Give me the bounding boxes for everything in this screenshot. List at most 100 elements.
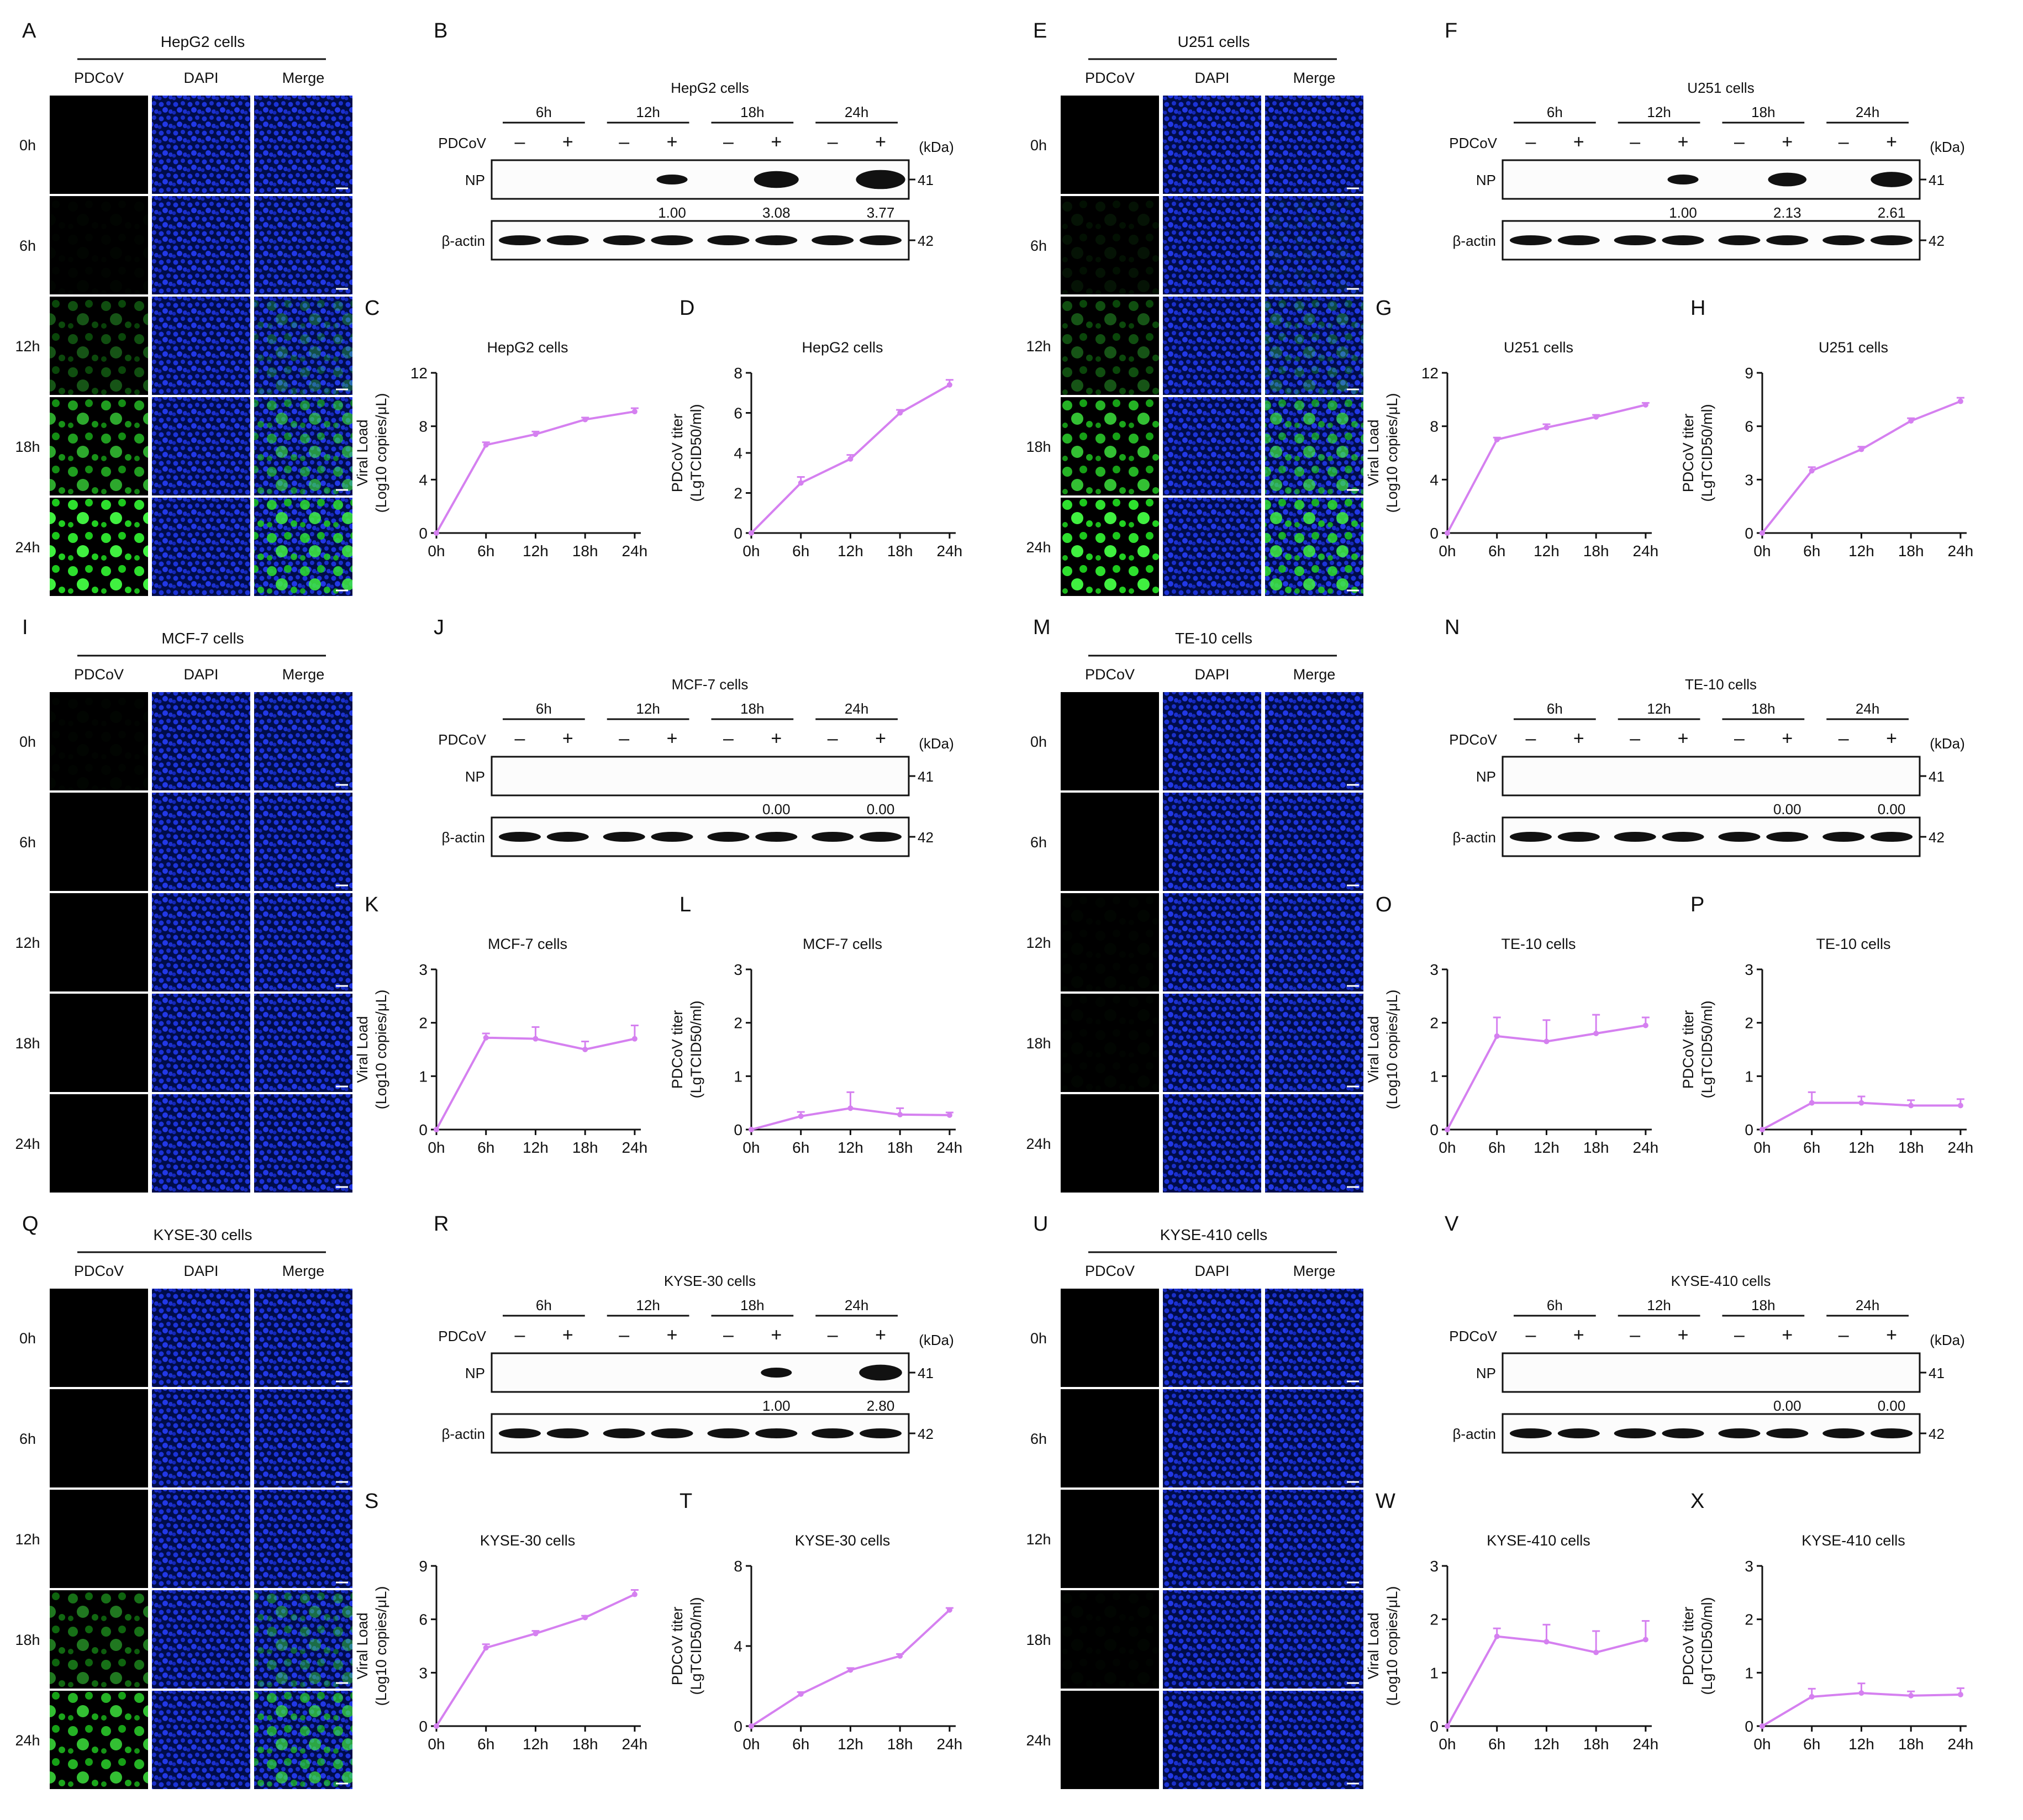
plus-sign: + <box>1886 1325 1897 1346</box>
data-point <box>1908 418 1914 424</box>
virus-label: PDCoV <box>438 135 486 151</box>
channel-label-merge: Merge <box>1293 70 1336 86</box>
series-line <box>1446 1635 1646 1727</box>
wb-time-group: 6h <box>536 1297 552 1313</box>
time-row-label: 6h <box>19 238 36 254</box>
merge-image <box>254 1490 352 1588</box>
time-row-label: 24h <box>1026 1136 1051 1152</box>
y-axis-label-line1: PDCoV titer <box>669 1010 686 1089</box>
actin-band <box>498 832 541 842</box>
data-point <box>897 1111 903 1117</box>
time-row-label: 24h <box>1026 1732 1051 1749</box>
y-tick-label: 8 <box>419 418 428 435</box>
plus-sign: + <box>1886 131 1897 152</box>
kda-actin: 42 <box>1929 829 1945 846</box>
np-quant: 2.80 <box>867 1397 895 1414</box>
x-tick-label: 0h <box>428 542 445 560</box>
series-line <box>1761 400 1961 534</box>
y-axis-label-line2: (LgTCID50/ml) <box>688 1597 704 1695</box>
x-tick-label: 24h <box>1633 1139 1659 1156</box>
pdcov-signal <box>50 498 148 596</box>
wb-time-group: 6h <box>536 104 552 120</box>
y-tick-label: 2 <box>734 1015 742 1032</box>
data-point <box>1543 1038 1550 1044</box>
channel-label-dapi: DAPI <box>1194 1263 1229 1279</box>
time-row-label: 24h <box>15 1136 40 1152</box>
y-tick-label: 3 <box>1745 1558 1753 1575</box>
pdcov-image <box>1061 1691 1159 1789</box>
time-row-label: 0h <box>19 734 36 750</box>
x-tick-label: 12h <box>1534 1139 1560 1156</box>
series-line <box>1761 1692 1961 1727</box>
chart-title: TE-10 cells <box>1501 936 1576 952</box>
chart-title: KYSE-30 cells <box>480 1532 576 1549</box>
y-tick-label: 4 <box>734 1638 742 1655</box>
channel-label-dapi: DAPI <box>1194 70 1229 86</box>
panel-letter: N <box>1445 616 1460 639</box>
x-tick-label: 18h <box>572 1139 598 1156</box>
panel-letter: R <box>434 1212 449 1236</box>
x-tick-label: 12h <box>523 1735 549 1753</box>
actin-band <box>498 1428 541 1438</box>
x-tick-label: 6h <box>1803 1735 1820 1753</box>
data-point <box>1543 1639 1550 1645</box>
y-tick-label: 0 <box>419 1121 428 1138</box>
data-point <box>749 1723 754 1729</box>
y-tick-label: 3 <box>1430 961 1439 978</box>
kda-actin: 42 <box>1929 1426 1945 1442</box>
np-row-label: NP <box>465 768 485 785</box>
actin-band <box>1662 1428 1704 1438</box>
x-tick-label: 6h <box>792 1139 809 1156</box>
actin-band <box>812 1428 854 1438</box>
y-tick-label: 3 <box>1430 1558 1439 1575</box>
np-quant: 0.00 <box>1878 801 1906 817</box>
plus-sign: + <box>1782 728 1793 749</box>
chart-title: KYSE-410 cells <box>1487 1532 1590 1549</box>
channel-label-merge: Merge <box>282 666 325 683</box>
wb-panel-title: KYSE-410 cells <box>1671 1273 1771 1289</box>
actin-band <box>1766 832 1809 842</box>
panel-letter: H <box>1690 297 1705 320</box>
minus-sign: – <box>1630 1325 1640 1346</box>
channel-label-pdcov: PDCoV <box>1085 70 1135 86</box>
if-panel-A: A HepG2 cells PDCoV DAPI Merge 0h 6h 12h 18h 24h <box>15 19 352 596</box>
dapi-image <box>152 793 250 891</box>
dapi-image <box>1163 1590 1261 1689</box>
x-tick-label: 6h <box>1803 542 1820 560</box>
kda-actin: 42 <box>918 1426 934 1442</box>
minus-sign: – <box>1630 131 1640 152</box>
np-membrane <box>1502 159 1921 200</box>
wb-panel-title: HepG2 cells <box>671 80 749 96</box>
actin-band <box>603 235 645 245</box>
dapi-image <box>152 1289 250 1387</box>
plus-sign: + <box>1886 728 1897 749</box>
data-point <box>897 410 903 416</box>
dapi-image <box>1163 397 1261 495</box>
time-row-label: 6h <box>19 1431 36 1447</box>
plus-sign: + <box>562 1325 573 1346</box>
y-tick-label: 0 <box>1430 525 1439 542</box>
y-tick-label: 3 <box>1745 961 1753 978</box>
actin-row-label: β-actin <box>1452 233 1496 249</box>
actin-band <box>860 832 902 842</box>
data-point <box>1593 414 1599 420</box>
x-tick-label: 12h <box>837 1735 863 1753</box>
np-quant: 0.00 <box>867 801 895 817</box>
x-tick-label: 24h <box>622 542 648 560</box>
panel-letter: L <box>679 893 691 916</box>
actin-band <box>1822 832 1865 842</box>
channel-label-merge: Merge <box>282 1263 325 1279</box>
np-membrane <box>1502 1352 1921 1393</box>
actin-band <box>812 235 854 245</box>
time-row-label: 18h <box>1026 1632 1051 1648</box>
data-point <box>1809 1100 1815 1106</box>
minus-sign: – <box>1838 1325 1849 1346</box>
plus-sign: + <box>1678 131 1689 152</box>
y-axis-label-line2: (LgTCID50/ml) <box>688 1000 704 1098</box>
np-quant: 1.00 <box>658 204 686 221</box>
x-tick-label: 18h <box>1583 1139 1609 1156</box>
x-tick-label: 0h <box>1753 542 1771 560</box>
pdcov-image <box>50 1289 148 1387</box>
time-row-label: 18h <box>15 439 40 455</box>
kda-np: 41 <box>1929 768 1945 785</box>
